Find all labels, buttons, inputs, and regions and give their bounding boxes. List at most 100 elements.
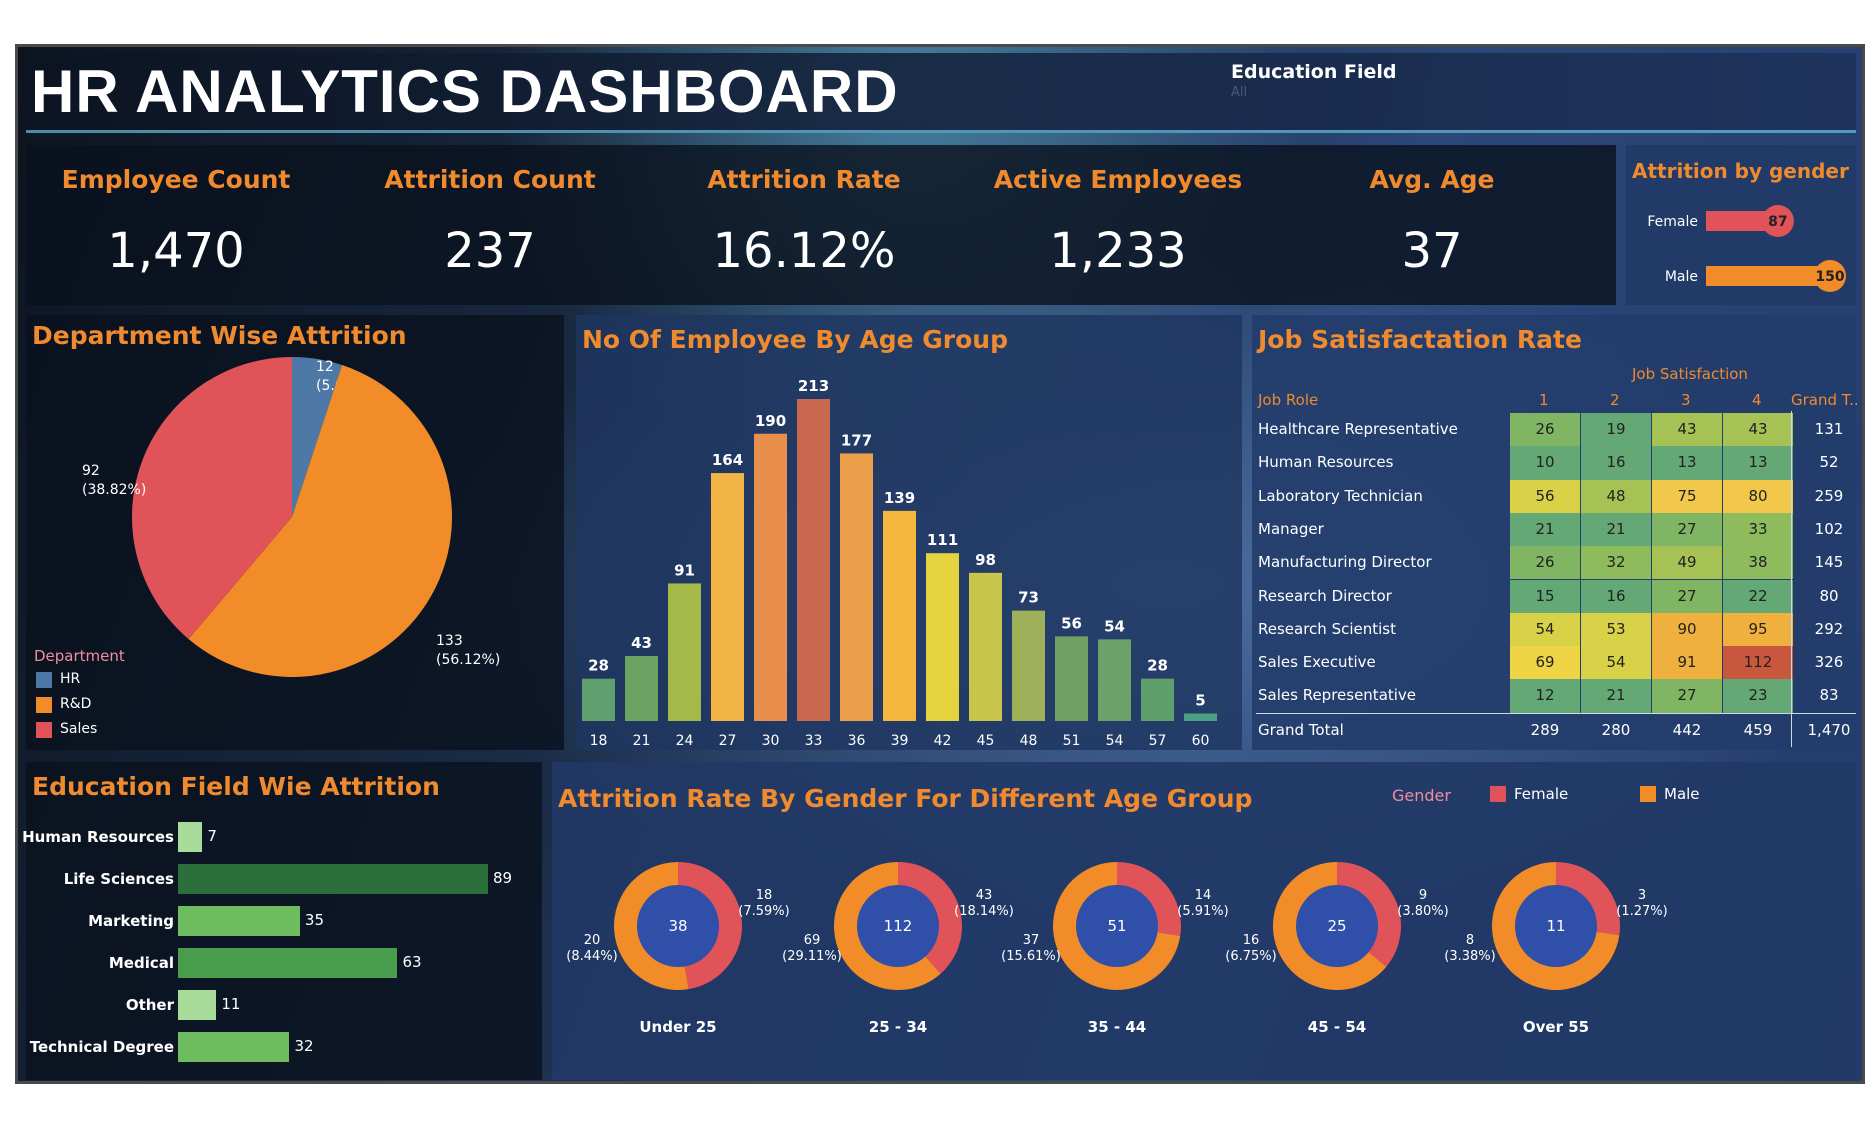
heatmap-row-label: Laboratory Technician [1258, 486, 1423, 505]
heatmap-cell[interactable]: 26 [1510, 546, 1580, 580]
age-bar-48[interactable] [1012, 610, 1045, 721]
education-bar-label: Life Sciences [63, 870, 174, 888]
heatmap-cell[interactable]: 26 [1510, 413, 1580, 447]
age-tick-label: 48 [1020, 733, 1038, 749]
heatmap-row-label: Sales Representative [1258, 686, 1417, 705]
heatmap-cell[interactable]: 21 [1581, 679, 1651, 713]
gender-bar-female[interactable] [1706, 211, 1778, 231]
heatmap-cell[interactable]: 54 [1581, 646, 1651, 680]
heatmap-row-header: Job Role [1258, 391, 1319, 409]
age-bar-60[interactable] [1184, 713, 1217, 721]
age-bar-value: 54 [1104, 617, 1125, 635]
heatmap-cell[interactable]: 53 [1581, 612, 1651, 647]
heatmap-cell[interactable]: 32 [1581, 546, 1651, 580]
heatmap-cell[interactable]: 43 [1652, 413, 1722, 447]
education-bar[interactable] [178, 948, 398, 978]
heatmap-cell[interactable]: 16 [1581, 579, 1651, 613]
education-bar[interactable] [178, 822, 203, 852]
heatmap-cell[interactable]: 10 [1510, 446, 1580, 480]
age-bar-value: 56 [1061, 614, 1082, 632]
age-bar-27[interactable] [711, 473, 744, 721]
heatmap-grand-total-value: 459 [1743, 720, 1773, 739]
heatmap-cell[interactable]: 48 [1581, 479, 1651, 513]
heatmap-cell[interactable]: 112 [1723, 646, 1793, 680]
age-bar-value: 28 [588, 657, 609, 675]
heatmap-cell[interactable]: 19 [1581, 413, 1651, 447]
donut-center [1076, 885, 1158, 967]
heatmap-cell[interactable]: 49 [1652, 546, 1722, 580]
heatmap-cell[interactable]: 23 [1723, 679, 1793, 713]
age-bar-18[interactable] [582, 678, 615, 721]
heatmap-row-label: Research Scientist [1258, 619, 1396, 638]
education-bar[interactable] [178, 990, 217, 1020]
heatmap-cell[interactable]: 56 [1510, 479, 1580, 513]
kpi-avg-age-label: Avg. Age [1369, 165, 1495, 194]
heatmap-cell[interactable]: 69 [1510, 646, 1580, 680]
gender-bar-end-male [1814, 260, 1846, 292]
heatmap-cell[interactable]: 54 [1510, 612, 1580, 647]
age-bar-54[interactable] [1098, 639, 1131, 721]
heatmap-row-total: 131 [1814, 420, 1844, 438]
education-bar-label: Human Resources [22, 828, 174, 846]
heatmap-row-total: 80 [1819, 586, 1839, 605]
gender-bar-value-male: 150 [1815, 269, 1844, 285]
age-bar-45[interactable] [969, 572, 1002, 721]
age-tick-label: 51 [1063, 733, 1081, 749]
age-bar-39[interactable] [883, 510, 916, 721]
education-bar[interactable] [178, 1032, 290, 1062]
donut-total: 112 [884, 917, 913, 935]
age-bar-42[interactable] [926, 553, 959, 721]
heatmap-cell[interactable]: 90 [1652, 612, 1722, 647]
heatmap-total-column-divider [1791, 411, 1792, 747]
heatmap-cell[interactable]: 21 [1510, 512, 1580, 547]
pie-slice-hr[interactable] [292, 357, 343, 517]
heatmap-cell[interactable]: 15 [1510, 579, 1580, 613]
age-bar-21[interactable] [625, 655, 658, 721]
age-bar-33[interactable] [797, 399, 830, 721]
heatmap-cell[interactable]: 95 [1723, 612, 1793, 647]
donut-female-value: 43 [976, 888, 993, 903]
heatmap-cell[interactable]: 43 [1723, 413, 1793, 447]
gender-bar-male[interactable] [1706, 266, 1830, 286]
heatmap-cell[interactable]: 22 [1723, 579, 1793, 613]
donut-center [1296, 885, 1378, 967]
education-field-title: Education Field Wie Attrition [32, 772, 440, 801]
age-bar-36[interactable] [840, 453, 873, 721]
age-bar-value: 111 [927, 531, 958, 549]
age-bar-value: 177 [841, 431, 872, 449]
heatmap-row-label: Manufacturing Director [1258, 553, 1432, 572]
heatmap-cell[interactable]: 13 [1652, 446, 1722, 480]
heatmap-cell[interactable]: 12 [1510, 679, 1580, 713]
kpi-active-employees-label: Active Employees [993, 165, 1243, 194]
heatmap-cell[interactable]: 27 [1652, 679, 1722, 713]
education-field-filter[interactable]: All [1231, 85, 1248, 100]
heatmap-cell[interactable]: 33 [1723, 512, 1793, 547]
donut-male-value: 8 [1466, 933, 1474, 948]
age-bar-value: 213 [798, 377, 829, 395]
pie-slice-rd[interactable] [188, 365, 453, 677]
heatmap-cell[interactable]: 75 [1652, 479, 1722, 513]
age-bar-30[interactable] [754, 433, 787, 721]
age-bar-value: 98 [975, 551, 996, 569]
heatmap-row-label: Manager [1258, 519, 1324, 538]
heatmap-cell[interactable]: 27 [1652, 512, 1722, 547]
education-bar[interactable] [178, 864, 488, 894]
heatmap-cell[interactable]: 80 [1723, 479, 1793, 513]
education-bar[interactable] [178, 906, 300, 936]
heatmap-cell[interactable]: 38 [1723, 546, 1793, 580]
heatmap-cell[interactable]: 13 [1723, 446, 1793, 480]
heatmap-cell[interactable]: 21 [1581, 512, 1651, 547]
donut-total: 25 [1327, 917, 1346, 935]
age-bar-57[interactable] [1141, 678, 1174, 721]
gender-bar-label-female: Female [1647, 214, 1698, 230]
heatmap-cell[interactable]: 27 [1652, 579, 1722, 613]
age-bar-51[interactable] [1055, 636, 1088, 721]
age-bar-24[interactable] [668, 583, 701, 721]
header-bar: HR ANALYTICS DASHBOARD Education Field A… [26, 53, 1856, 133]
heatmap-cell[interactable]: 16 [1581, 446, 1651, 480]
attrition-by-gender-panel: Attrition by gender Female 87 Male 150 [1626, 145, 1856, 305]
donut-male-value: 37 [1023, 933, 1040, 948]
heatmap-cell[interactable]: 91 [1652, 646, 1722, 680]
education-bar-value: 32 [294, 1037, 314, 1055]
pie-slice-sales[interactable] [132, 357, 292, 640]
